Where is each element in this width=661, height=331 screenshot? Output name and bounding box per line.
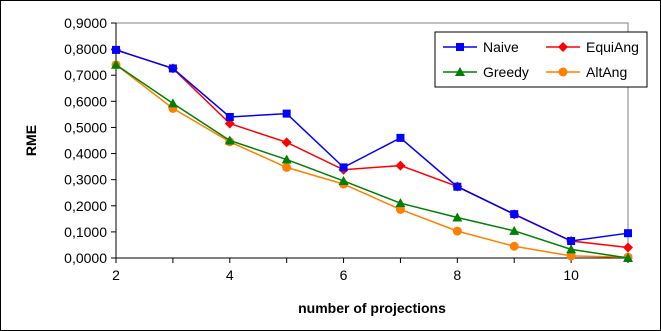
y-tick-label: 0,9000 <box>64 15 107 31</box>
data-point <box>282 109 291 118</box>
legend-item: Greedy <box>443 64 529 80</box>
data-point <box>566 244 577 254</box>
data-point <box>395 198 406 208</box>
legend: Naive EquiAng Greedy AltAng <box>434 31 648 88</box>
data-point <box>281 154 292 164</box>
data-point <box>567 237 576 246</box>
legend-box <box>434 31 648 88</box>
y-axis-title: RME <box>23 125 39 156</box>
data-point <box>225 113 234 121</box>
y-tick-label: 0,6000 <box>64 93 107 109</box>
series-line <box>115 49 629 242</box>
data-point <box>168 64 177 73</box>
data-point <box>452 226 462 236</box>
data-point <box>509 241 519 251</box>
y-tick-label: 0,5000 <box>64 119 107 135</box>
data-point <box>338 175 349 185</box>
legend-marker <box>456 43 464 51</box>
legend-label: Greedy <box>483 64 529 80</box>
legend-marker <box>455 67 465 76</box>
y-tick-label: 0,2000 <box>64 198 107 214</box>
y-tick-label: 0,1000 <box>64 224 107 240</box>
series-layer <box>111 44 633 262</box>
y-tick-label: 0,8000 <box>64 41 107 57</box>
data-point <box>453 182 462 191</box>
data-point <box>112 45 120 54</box>
data-point <box>623 242 633 253</box>
x-tick-label: 4 <box>226 267 234 283</box>
data-point <box>566 251 576 261</box>
data-point <box>395 160 406 171</box>
data-point <box>111 59 121 69</box>
legend-marker <box>558 42 568 52</box>
data-point <box>396 133 405 142</box>
data-point <box>282 162 292 172</box>
data-point <box>452 212 463 222</box>
data-point <box>510 210 519 219</box>
x-tick-label: 10 <box>563 267 579 283</box>
legend-label: Naive <box>483 39 519 55</box>
legend-item: Naive <box>443 39 519 55</box>
data-point <box>623 253 633 262</box>
data-point <box>509 225 520 235</box>
y-tick-label: 0,0000 <box>64 250 107 266</box>
series-line <box>115 64 629 259</box>
data-point <box>281 137 292 148</box>
data-point <box>624 229 632 238</box>
legend-label: AltAng <box>586 64 627 80</box>
y-tick-label: 0,3000 <box>64 172 107 188</box>
data-point <box>339 163 348 172</box>
x-axis-title: number of projections <box>298 300 446 316</box>
data-point <box>224 118 235 129</box>
legend-item: EquiAng <box>546 39 639 55</box>
x-tick-label: 8 <box>453 267 461 283</box>
legend-label: EquiAng <box>586 39 639 55</box>
series-greedy <box>111 59 633 262</box>
series-naive <box>112 45 632 246</box>
y-tick-label: 0,4000 <box>64 146 107 162</box>
axes: 0,0000 0,1000 0,2000 0,3000 0,4000 0,5000 0,60… <box>64 15 629 283</box>
data-point <box>224 135 235 145</box>
x-tick-label: 2 <box>112 267 120 283</box>
data-point <box>395 204 405 214</box>
legend-marker <box>558 67 568 77</box>
y-tick-label: 0,7000 <box>64 67 107 83</box>
series-line <box>115 64 629 258</box>
data-point <box>167 98 178 108</box>
x-tick-label: 6 <box>340 267 348 283</box>
legend-item: AltAng <box>546 64 627 80</box>
